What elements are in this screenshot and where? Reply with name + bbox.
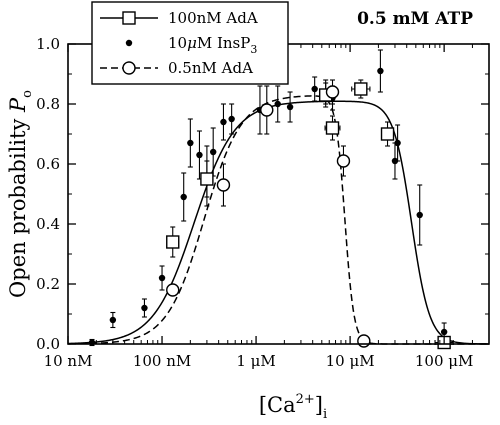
point-insp3 <box>141 304 148 312</box>
point-insp3 <box>286 103 294 111</box>
point-insp3 <box>109 316 117 324</box>
legend-label-adaHigh: 100nM AdA <box>168 9 258 27</box>
legend-marker-adaLow <box>122 61 136 75</box>
y-tick-label: 0.8 <box>36 95 60 113</box>
fit-curve-adaLow <box>67 95 489 345</box>
x-tick-label: 100 μM <box>415 352 474 370</box>
error-bars <box>89 49 454 347</box>
point-insp3 <box>158 274 166 282</box>
point-adaLow <box>357 334 371 348</box>
x-axis-label-base: [Ca <box>259 393 296 417</box>
point-insp3 <box>416 211 423 219</box>
data-markers <box>88 67 451 350</box>
point-insp3 <box>180 193 187 201</box>
point-insp3 <box>274 100 281 108</box>
y-tick-label: 1.0 <box>36 35 60 53</box>
point-insp3 <box>196 151 203 159</box>
y-tick-label: 0.6 <box>36 155 60 173</box>
x-tick-label: 10 nM <box>44 352 93 370</box>
point-adaHigh <box>325 121 340 135</box>
y-axis-label-italic: P <box>6 97 30 113</box>
point-insp3 <box>391 157 399 165</box>
legend-label-part: M InsP <box>197 34 251 52</box>
x-tick-label: 10 μM <box>326 352 375 370</box>
point-adaLow <box>336 154 351 168</box>
point-adaLow <box>216 178 231 192</box>
legend-label-part: 10 <box>168 34 187 52</box>
point-insp3 <box>228 115 235 123</box>
fit-curves <box>67 95 489 345</box>
x-axis-label-close: ] <box>315 393 323 417</box>
point-insp3 <box>187 139 194 147</box>
point-insp3 <box>394 139 401 147</box>
point-insp3 <box>220 118 227 126</box>
y-axis-label: Open probability Po <box>6 90 35 298</box>
legend-label-part: μ <box>187 34 197 52</box>
legend-marker-insp3 <box>125 39 133 47</box>
point-insp3 <box>311 85 318 93</box>
x-axis-label-sub: i <box>323 407 327 422</box>
point-adaLow <box>166 283 180 297</box>
point-adaHigh <box>354 82 368 96</box>
legend-label-adaLow: 0.5nM AdA <box>168 59 253 77</box>
legend-label-sub: 3 <box>250 43 257 56</box>
legend-marker-adaHigh <box>122 11 136 25</box>
point-adaHigh <box>200 172 214 186</box>
x-axis-label: [Ca2+]i <box>259 392 327 422</box>
point-insp3 <box>209 148 217 156</box>
legend: 100nM AdA 10μM InsP3 0.5nM AdA <box>91 1 289 85</box>
axes: 10 nM 100 nM 1 μM 10 μM 100 μM 0.0 0.2 0.4 0.6 0.… <box>6 35 490 422</box>
point-adaHigh <box>380 127 395 141</box>
y-tick-label: 0.2 <box>36 275 60 293</box>
y-axis-label-sub: o <box>20 90 35 98</box>
y-tick-label: 0.0 <box>36 335 60 353</box>
point-insp3 <box>377 67 384 75</box>
chart-title: 0.5 mM ATP <box>357 9 473 29</box>
point-adaLow <box>325 85 340 99</box>
fit-curve-adaHigh <box>67 100 489 345</box>
point-adaHigh <box>166 235 180 249</box>
point-adaLow <box>260 103 274 117</box>
legend-label-insp3: 10μM InsP3 <box>168 34 257 56</box>
x-tick-label: 100 nM <box>133 352 191 370</box>
point-insp3 <box>440 328 448 336</box>
x-tick-label: 1 μM <box>236 352 275 370</box>
plot-frame <box>67 43 490 345</box>
y-axis-label-base: Open probability <box>6 112 30 298</box>
x-axis-label-sup: 2+ <box>296 392 315 407</box>
y-tick-label: 0.4 <box>36 215 60 233</box>
